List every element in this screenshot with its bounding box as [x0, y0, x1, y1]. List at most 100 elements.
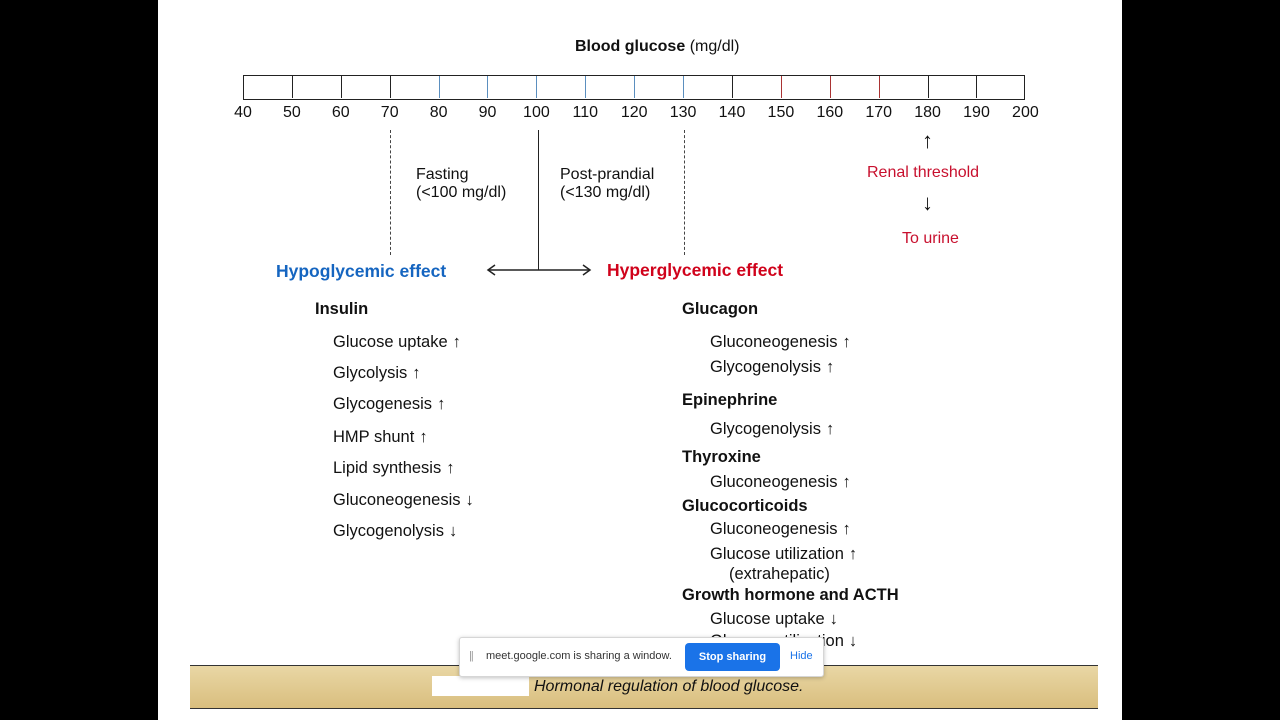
scale-cell [733, 76, 782, 98]
scale-title: Blood glucose (mg/dl) [575, 38, 740, 55]
share-message: meet.google.com is sharing a window. [486, 650, 672, 662]
epinephrine-heading: Epinephrine [682, 391, 778, 409]
scale-tick-label: 180 [914, 104, 941, 121]
effect-item-text: Lipid synthesis [333, 459, 442, 477]
effect-item: Glucose utilization ↑ [710, 545, 857, 564]
effect-item: Glucose uptake ↑ [333, 333, 461, 352]
hyperglycemic-title: Hyperglycemic effect [607, 260, 784, 280]
effect-arrow-icon: ↑ [452, 333, 461, 351]
divider-line [538, 130, 539, 270]
scale-tick-label: 200 [1012, 104, 1039, 121]
fasting-label: Fasting (<100 mg/dl) [416, 166, 507, 201]
effect-item-text: Glycogenesis [333, 395, 433, 413]
effect-arrow-icon: ↑ [842, 473, 851, 491]
effect-item: Glycogenolysis ↑ [710, 358, 834, 377]
scale-tick-label: 150 [767, 104, 795, 121]
effect-arrow-icon: ↑ [419, 428, 428, 446]
effect-item-text: Glucose uptake [333, 333, 448, 351]
effect-item-text: Gluconeogenesis [710, 333, 838, 351]
effect-item-text: Gluconeogenesis [710, 520, 838, 538]
scale-cell [635, 76, 685, 98]
effect-item: Glucose uptake ↓ [710, 610, 838, 629]
screen-share-bar: || meet.google.com is sharing a window. … [459, 637, 824, 677]
scale-tick-label: 50 [282, 104, 301, 121]
scale-tick-label: 170 [865, 104, 893, 121]
effect-item: Glycogenolysis ↑ [710, 420, 834, 439]
insulin-heading: Insulin [315, 300, 369, 318]
scale-cell [684, 76, 733, 98]
slide-page: Blood glucose (mg/dl) 40 50 60 70 80 90 100 110… [158, 0, 1122, 720]
drag-handle-icon[interactable]: || [469, 650, 474, 662]
effect-item: HMP shunt ↑ [333, 428, 428, 447]
glucose-scale-bar [243, 75, 1025, 100]
effect-item-text: Glycolysis [333, 364, 408, 382]
effect-arrow-icon: ↑ [446, 459, 455, 477]
renal-down-arrow: ↓ [922, 190, 933, 215]
effect-item-text: Glucose utilization [710, 545, 844, 563]
scale-tick-label: 120 [620, 104, 648, 121]
effect-arrow-icon: ↑ [848, 545, 858, 563]
extrahepatic-note: (extrahepatic) [729, 565, 830, 583]
effect-arrow-icon: ↑ [842, 520, 851, 538]
scale-tick-label: 60 [331, 104, 350, 121]
effect-item: Lipid synthesis ↑ [333, 459, 454, 478]
effect-item-text: Glycogenolysis [710, 358, 821, 376]
scale-tick-label: 110 [572, 104, 599, 121]
effect-arrow-icon: ↑ [842, 333, 851, 351]
renal-threshold-label: Renal threshold [867, 164, 980, 181]
effect-item-text: Glycogenolysis [710, 420, 821, 438]
to-urine-label: To urine [902, 230, 959, 247]
scale-cell [880, 76, 929, 98]
effect-item-text: Gluconeogenesis [333, 491, 461, 509]
hide-button[interactable]: Hide [790, 650, 813, 662]
double-arrow [486, 264, 592, 276]
scale-cell [537, 76, 587, 98]
effect-item: Glycogenesis ↑ [333, 395, 445, 414]
effect-arrow-icon: ↓ [448, 522, 458, 540]
stop-sharing-button[interactable]: Stop sharing [685, 643, 780, 671]
effect-item: Gluconeogenesis ↑ [710, 473, 851, 492]
scale-cell [978, 76, 1027, 98]
postprandial-label: Post-prandial (<130 mg/dl) [560, 166, 655, 201]
scale-cell [244, 76, 293, 98]
gh-acth-heading: Growth hormone and ACTH [682, 586, 899, 604]
scale-tick-label: 40 [234, 104, 252, 121]
scale-tick-label: 130 [669, 104, 697, 121]
effect-item: Gluconeogenesis ↑ [710, 333, 851, 352]
scale-tick-label: 140 [718, 104, 746, 121]
effect-arrow-icon: ↓ [465, 491, 474, 509]
caption-label-box [432, 676, 529, 696]
effect-item: Gluconeogenesis ↓ [333, 491, 474, 510]
postprandial-dashed-line [684, 130, 685, 255]
scale-cell [831, 76, 880, 98]
effect-item-text: Glycogenolysis [333, 522, 444, 540]
effect-arrow-icon: ↑ [825, 420, 835, 438]
effect-arrow-icon: ↑ [412, 364, 421, 382]
scale-tick-label: 70 [380, 104, 399, 121]
scale-cell [929, 76, 978, 98]
effect-item: Gluconeogenesis ↑ [710, 520, 851, 539]
effect-item: Glycolysis ↑ [333, 364, 421, 383]
figure-caption: Hormonal regulation of blood glucose. [534, 678, 804, 695]
scale-tick-label: 160 [816, 104, 844, 121]
hypoglycemic-title: Hypoglycemic effect [276, 261, 447, 281]
scale-cell [293, 76, 342, 98]
scale-cell [440, 76, 489, 98]
effect-item: Glycogenolysis ↓ [333, 522, 457, 541]
scale-tick-label: 90 [478, 104, 497, 121]
scale-cell [782, 76, 831, 98]
scale-cell [586, 76, 636, 98]
scale-cell [342, 76, 391, 98]
fasting-dashed-line [390, 130, 391, 255]
scale-tick-label: 80 [429, 104, 448, 121]
effect-arrow-icon: ↑ [437, 395, 446, 413]
effect-item-text: Glucose uptake [710, 610, 825, 628]
effect-item-text: Gluconeogenesis [710, 473, 838, 491]
scale-tick-label: 190 [963, 104, 990, 121]
glucocorticoids-heading: Glucocorticoids [682, 497, 808, 515]
scale-cell [391, 76, 440, 98]
effect-item-text: HMP shunt [333, 428, 415, 446]
effect-arrow-icon: ↓ [848, 632, 858, 650]
effect-arrow-icon: ↓ [829, 610, 838, 628]
glucagon-heading: Glucagon [682, 300, 759, 318]
